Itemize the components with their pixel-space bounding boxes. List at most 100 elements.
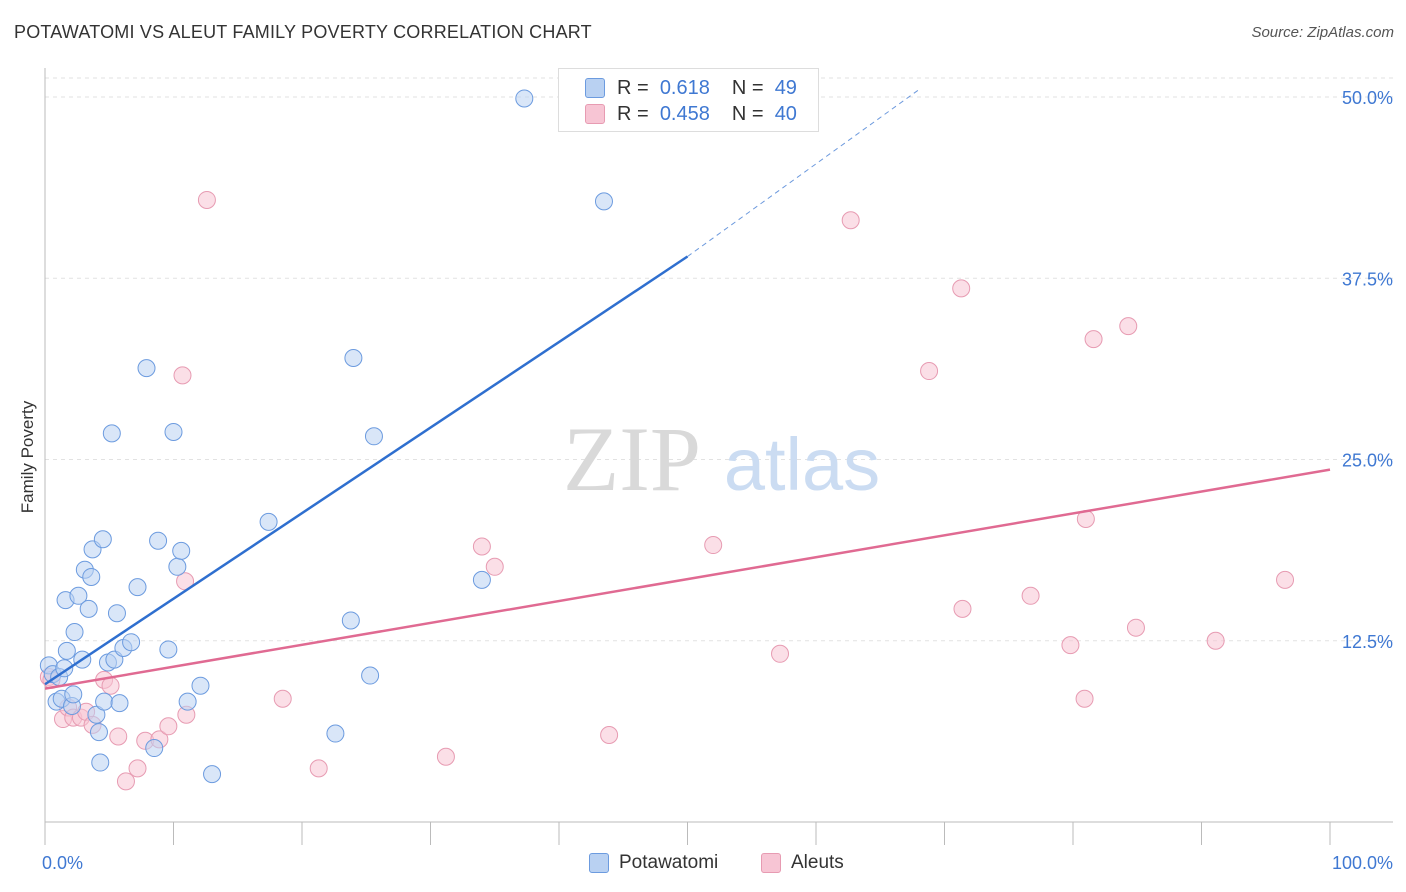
potawatomi-point <box>364 427 383 446</box>
aleuts-point <box>1126 618 1145 637</box>
legend-n-label: N = <box>731 76 764 99</box>
legend-n-value: 40 <box>774 102 797 125</box>
potawatomi-point <box>172 541 191 560</box>
potawatomi-point <box>149 531 168 550</box>
potawatomi-point <box>93 530 112 549</box>
potawatomi-point <box>361 666 380 685</box>
aleuts-point <box>436 747 455 766</box>
tick-labels: 12.5% 25.0% 37.5% 50.0% 0.0% 100.0% <box>42 88 1393 873</box>
aleuts-point <box>116 772 135 791</box>
potawatomi-point <box>82 567 101 586</box>
aleuts-point <box>1206 631 1225 650</box>
legend-r-value: 0.458 <box>659 102 710 125</box>
source-label: Source: ZipAtlas.com <box>1251 24 1394 41</box>
aleuts-point <box>159 717 178 736</box>
aleuts-point <box>485 557 504 576</box>
bottom-legend-label: Aleuts <box>791 852 844 873</box>
bottom-legend-aleuts: Aleuts <box>761 852 844 874</box>
watermark-zip: ZIP <box>563 408 701 510</box>
potawatomi-point <box>191 676 210 695</box>
potawatomi-point <box>159 640 178 659</box>
potawatomi-point <box>164 422 183 441</box>
potawatomi-point <box>102 424 121 443</box>
potawatomi-point <box>341 611 360 630</box>
watermark-atlas: atlas <box>724 423 880 506</box>
potawatomi-point <box>122 633 141 652</box>
legend-r-label: R = <box>617 102 649 125</box>
potawatomi-point <box>203 765 222 784</box>
potawatomi-trend-extension <box>687 89 920 257</box>
potawatomi-point <box>89 723 108 742</box>
potawatomi-point <box>79 599 98 618</box>
potawatomi-point <box>55 659 74 678</box>
aleuts-point <box>1021 586 1040 605</box>
legend-r-label: R = <box>617 76 649 99</box>
aleuts-point <box>704 536 723 555</box>
potawatomi-points <box>39 89 613 784</box>
aleuts-point <box>920 362 939 381</box>
potawatomi-point <box>64 685 83 704</box>
potawatomi-point <box>95 692 114 711</box>
aleuts-point <box>128 759 147 778</box>
aleuts-point <box>197 190 216 209</box>
watermark: ZIP atlas <box>563 408 880 510</box>
potawatomi-point <box>326 724 345 743</box>
aleuts-point <box>953 599 972 618</box>
aleuts-point <box>273 689 292 708</box>
legend-row-aleuts: R = 0.458 N = 40 <box>585 103 797 125</box>
y-tick-label: 25.0% <box>1342 451 1393 471</box>
aleuts-swatch <box>585 104 605 124</box>
aleuts-point <box>101 676 120 695</box>
aleuts-point <box>841 211 860 230</box>
aleuts-point <box>309 759 328 778</box>
bottom-legend-potawatomi: Potawatomi <box>589 852 718 874</box>
aleuts-trend-line <box>44 468 1331 690</box>
aleuts-point <box>952 279 971 298</box>
potawatomi-point <box>107 604 126 623</box>
x-tick-label-max: 100.0% <box>1332 853 1393 873</box>
aleuts-point <box>1084 330 1103 349</box>
legend-n-label: N = <box>731 102 764 125</box>
x-tick-label-min: 0.0% <box>42 853 83 873</box>
chart-title: POTAWATOMI VS ALEUT FAMILY POVERTY CORRE… <box>14 22 592 42</box>
trend-lines <box>44 89 1331 690</box>
potawatomi-point <box>145 739 164 758</box>
potawatomi-point <box>69 586 88 605</box>
y-tick-label: 50.0% <box>1342 88 1393 108</box>
potawatomi-point <box>472 570 491 589</box>
aleuts-swatch <box>761 853 781 873</box>
potawatomi-trend-line <box>44 255 689 686</box>
aleuts-point <box>1061 636 1080 655</box>
potawatomi-point <box>91 753 110 772</box>
potawatomi-point <box>65 623 84 642</box>
potawatomi-point <box>594 192 613 211</box>
aleuts-point <box>600 726 619 744</box>
bottom-legend-label: Potawatomi <box>619 852 719 873</box>
legend-n-value: 49 <box>774 76 797 99</box>
correlation-legend: R = 0.618 N = 49 R = 0.458 N = 40 <box>558 68 819 132</box>
axes <box>44 68 1393 845</box>
aleuts-point <box>771 644 790 663</box>
potawatomi-swatch <box>585 78 605 98</box>
aleuts-point <box>109 727 128 746</box>
gridlines <box>45 77 1393 642</box>
potawatomi-point <box>137 359 156 378</box>
legend-r-value: 0.618 <box>659 76 710 99</box>
potawatomi-point <box>110 694 129 713</box>
potawatomi-point <box>128 578 147 597</box>
potawatomi-point <box>178 692 197 711</box>
aleuts-point <box>472 537 491 556</box>
potawatomi-swatch <box>589 853 609 873</box>
y-tick-label: 12.5% <box>1342 632 1393 652</box>
aleuts-point <box>1276 570 1295 589</box>
aleuts-point <box>1075 689 1094 708</box>
potawatomi-point <box>168 557 187 576</box>
y-tick-label: 37.5% <box>1342 269 1393 289</box>
aleuts-point <box>1119 317 1138 336</box>
aleuts-point <box>173 366 192 385</box>
potawatomi-point <box>57 641 76 660</box>
potawatomi-point <box>259 512 278 531</box>
legend-row-potawatomi: R = 0.618 N = 49 <box>585 77 797 99</box>
potawatomi-point <box>515 89 534 108</box>
